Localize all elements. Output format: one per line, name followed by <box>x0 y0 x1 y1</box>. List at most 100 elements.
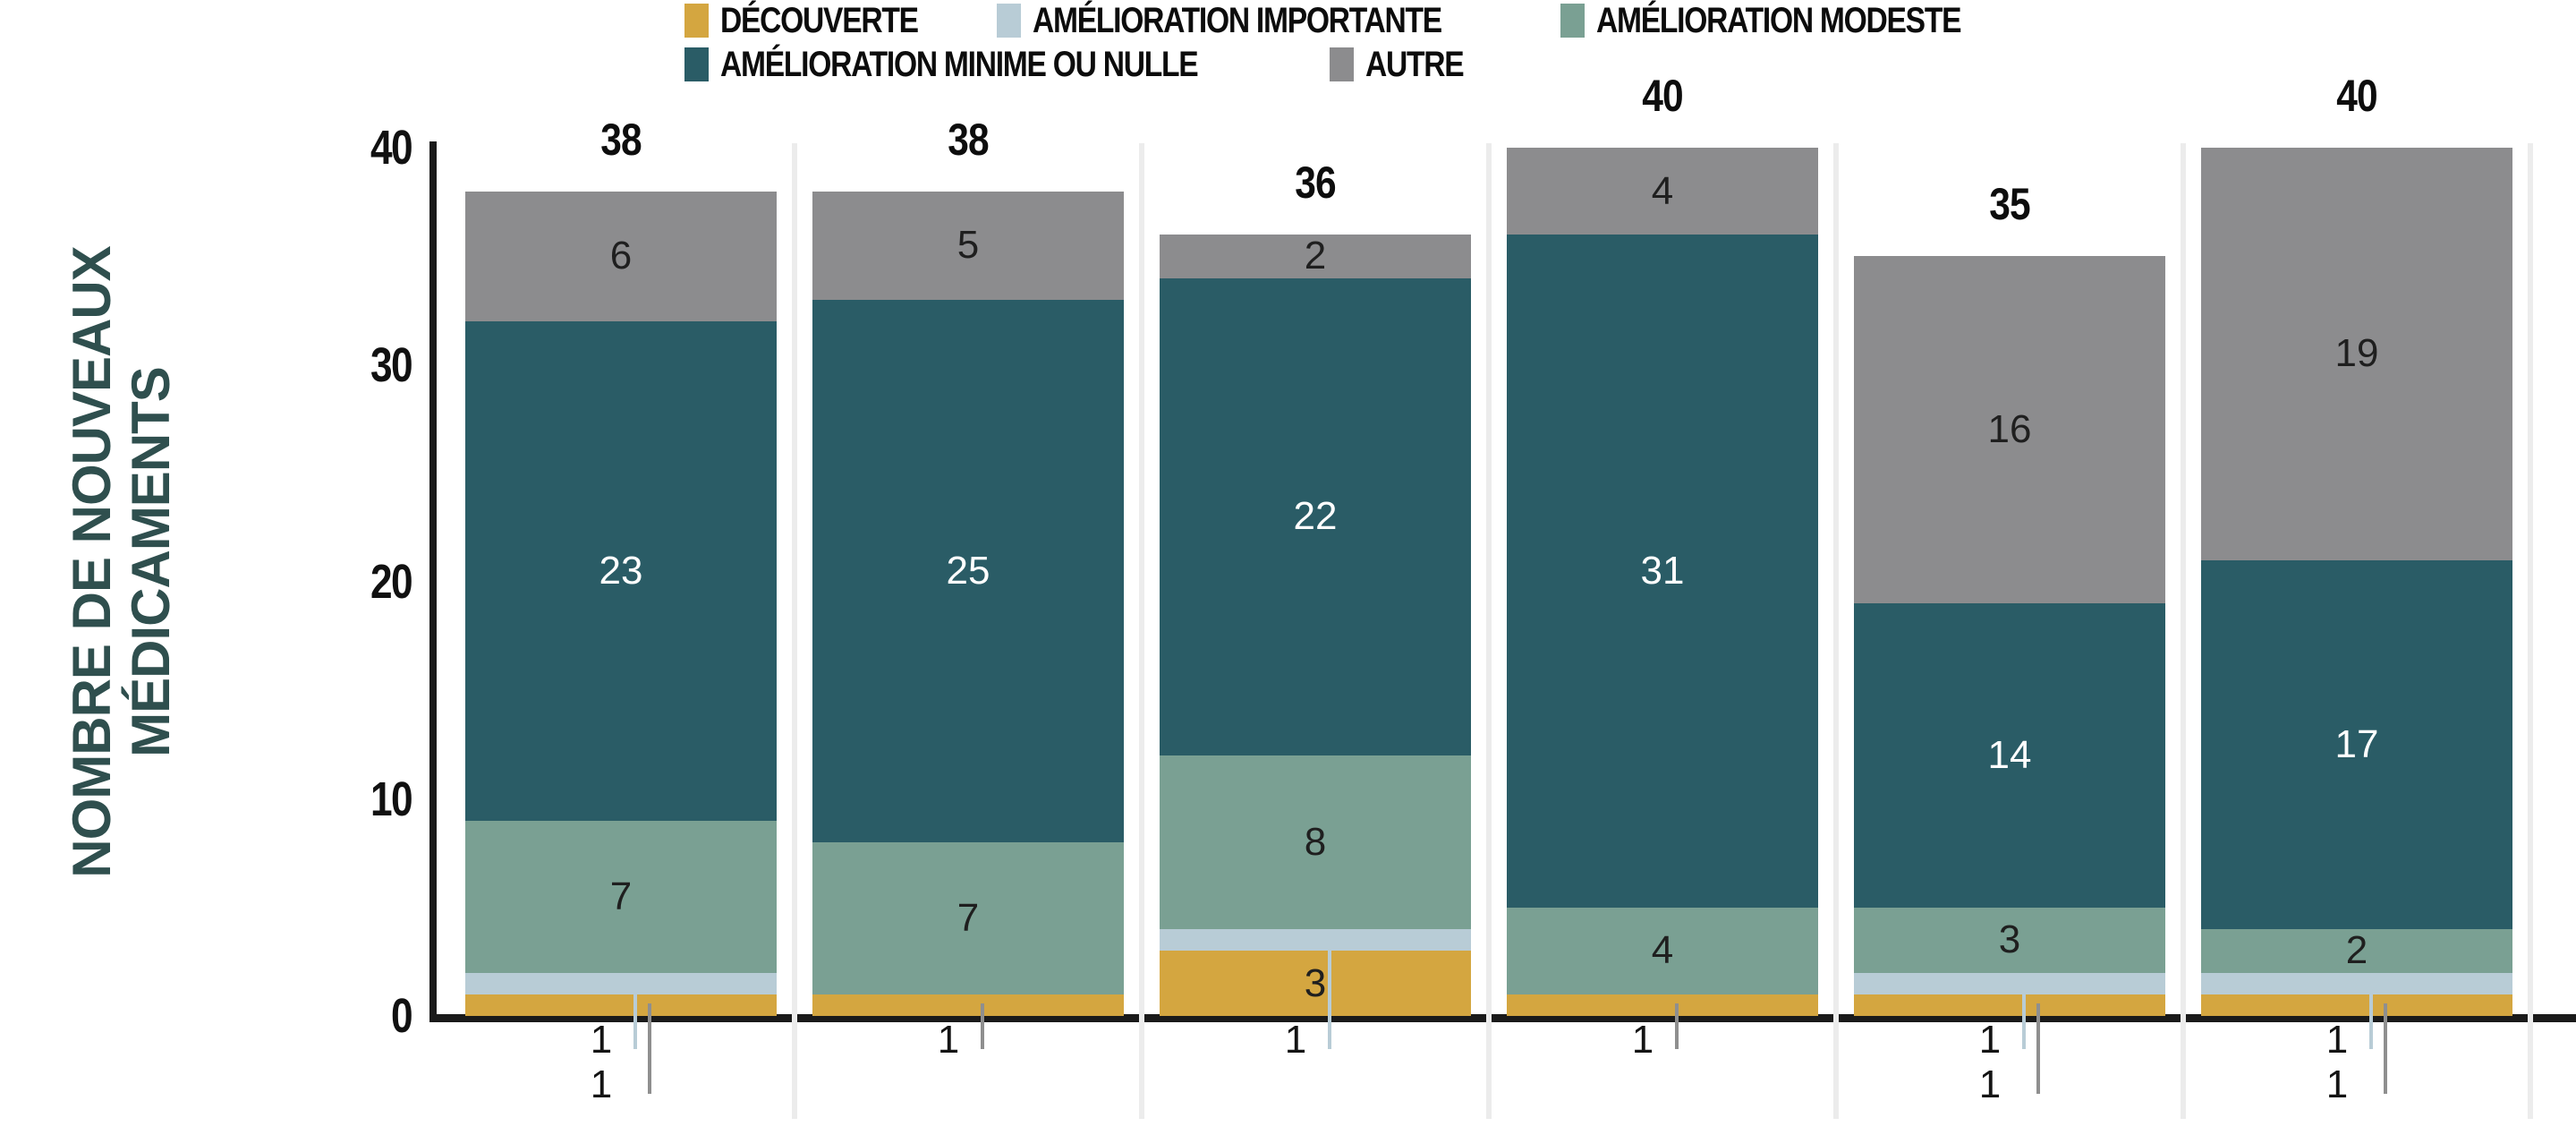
column-separator <box>1833 143 1839 1119</box>
legend-item-importante: AMÉLIORATION IMPORTANTE <box>996 1 1519 40</box>
bar-4-segment-autre <box>1507 148 1818 235</box>
bar-3-value-autre: 2 <box>1304 234 1327 278</box>
bar-1-segment-autre <box>465 191 777 321</box>
bar-1-total: 38 <box>600 114 642 165</box>
bar-1-leader-line-importante <box>633 981 637 1049</box>
bar-2-segment-autre <box>812 191 1124 300</box>
column-separator <box>1139 143 1144 1119</box>
legend: DÉCOUVERTE AMÉLIORATION IMPORTANTE AMÉLIOR… <box>684 2 2030 90</box>
bar-3-segment-minime <box>1160 277 1471 755</box>
bar-3-segment-autre <box>1160 235 1471 278</box>
bar-2-leader-line-decouverte <box>981 1003 984 1049</box>
column-separator <box>2528 143 2533 1119</box>
legend-label-modeste: AMÉLIORATION MODESTE <box>1595 1 1962 40</box>
bar-4-segment-minime <box>1507 235 1818 908</box>
bar-3-segment-modeste <box>1160 755 1471 929</box>
bar-5-callout-value-importante: 1 <box>1978 1018 2002 1062</box>
bar-2-value-minime: 25 <box>946 548 990 593</box>
bar-5-value-autre: 16 <box>1987 407 2032 452</box>
bar-6-total: 40 <box>2336 71 2377 121</box>
legend-swatch-decouverte <box>684 4 709 38</box>
legend-row: DÉCOUVERTE AMÉLIORATION IMPORTANTE AMÉLIOR… <box>684 2 2030 39</box>
bar-6-callout-value-decouverte: 1 <box>2325 1062 2349 1106</box>
bar-6-segment-autre <box>2201 148 2512 560</box>
bar-2-value-modeste: 7 <box>956 895 980 940</box>
bar-1-value-modeste: 7 <box>609 874 633 918</box>
bar-6-leader-line-decouverte <box>2384 1003 2387 1094</box>
bar-2-segment-decouverte <box>812 994 1124 1016</box>
legend-item-minime: AMÉLIORATION MINIME OU NULLE <box>684 46 1288 83</box>
bar-5-total: 35 <box>1989 179 2030 230</box>
column-separator <box>2181 143 2186 1119</box>
bar-6-segment-importante <box>2201 972 2512 994</box>
y-tick-10: 10 <box>370 772 413 826</box>
bar-6-value-modeste: 2 <box>2345 928 2368 973</box>
bar-6-segment-minime <box>2201 559 2512 929</box>
bar-3-segment-importante <box>1160 929 1471 952</box>
bar-4-segment-modeste <box>1507 907 1818 994</box>
bar-5-segment-modeste <box>1854 907 2165 973</box>
bar-4-segment-decouverte <box>1507 994 1818 1016</box>
bar-6-value-autre: 19 <box>2334 331 2379 376</box>
bar-6-value-minime: 17 <box>2334 721 2379 766</box>
bar-6-segment-decouverte <box>2201 994 2512 1016</box>
bar-3-callout-value-importante: 1 <box>1284 1018 1307 1062</box>
bar-5-value-modeste: 3 <box>1998 917 2021 962</box>
bar-6-callout-value-importante: 1 <box>2325 1018 2349 1062</box>
legend-swatch-minime <box>684 47 709 81</box>
y-tick-0: 0 <box>391 989 413 1043</box>
legend-label-autre: AUTRE <box>1365 45 1465 84</box>
bar-1-value-minime: 23 <box>599 548 643 593</box>
bar-4-total: 40 <box>1642 71 1683 121</box>
legend-swatch-modeste <box>1560 4 1585 38</box>
bar-5-leader-line-importante <box>2022 981 2026 1049</box>
y-tick-40: 40 <box>370 121 413 175</box>
bar-1-value-autre: 6 <box>609 234 633 278</box>
bar-6-leader-line-importante <box>2369 981 2373 1049</box>
legend-label-importante: AMÉLIORATION IMPORTANTE <box>1032 1 1442 40</box>
legend-swatch-importante <box>996 4 1021 38</box>
bar-1-callout-value-decouverte: 1 <box>590 1062 613 1106</box>
bar-6-segment-modeste <box>2201 929 2512 973</box>
bar-4-leader-line-decouverte <box>1675 1003 1679 1049</box>
legend-row: AMÉLIORATION MINIME OU NULLE AUTRE <box>684 46 2030 83</box>
bar-3-value-minime: 22 <box>1293 494 1338 539</box>
legend-swatch-autre <box>1330 47 1354 81</box>
bar-3-leader-line-importante <box>1328 938 1331 1049</box>
bar-2-segment-minime <box>812 299 1124 842</box>
bar-4-value-autre: 4 <box>1651 168 1674 213</box>
x-axis-line <box>429 1014 2576 1022</box>
y-tick-20: 20 <box>370 555 413 609</box>
bar-4-value-minime: 31 <box>1640 548 1685 593</box>
column-separator <box>1486 143 1492 1119</box>
legend-label-decouverte: DÉCOUVERTE <box>720 1 919 40</box>
bar-5-callout-value-decouverte: 1 <box>1978 1062 2002 1106</box>
bar-3-value-modeste: 8 <box>1304 820 1327 864</box>
bar-2-total: 38 <box>948 114 989 165</box>
bar-2-value-autre: 5 <box>956 223 980 268</box>
legend-item-modeste: AMÉLIORATION MODESTE <box>1560 2 2030 39</box>
y-axis-line <box>429 141 437 1022</box>
bar-5-value-minime: 14 <box>1987 733 2032 777</box>
bar-3-total: 36 <box>1295 158 1336 208</box>
bar-1-leader-line-decouverte <box>648 1003 651 1094</box>
legend-item-autre: AUTRE <box>1330 46 1482 83</box>
legend-label-minime: AMÉLIORATION MINIME OU NULLE <box>720 45 1199 84</box>
bar-5-segment-importante <box>1854 972 2165 994</box>
bar-2-segment-modeste <box>812 842 1124 994</box>
y-tick-30: 30 <box>370 337 413 392</box>
bar-1-segment-importante <box>465 972 777 994</box>
bar-1-segment-decouverte <box>465 994 777 1016</box>
bar-2-callout-value-decouverte: 1 <box>937 1018 960 1062</box>
column-separator <box>792 143 797 1119</box>
bar-1-callout-value-importante: 1 <box>590 1018 613 1062</box>
bar-3-value-decouverte: 3 <box>1304 960 1327 1005</box>
legend-item-decouverte: DÉCOUVERTE <box>684 2 956 39</box>
bar-4-value-modeste: 4 <box>1651 928 1674 973</box>
bar-5-segment-minime <box>1854 603 2165 908</box>
bar-1-segment-minime <box>465 321 777 821</box>
bar-1-segment-modeste <box>465 820 777 973</box>
bar-3-segment-decouverte <box>1160 951 1471 1016</box>
